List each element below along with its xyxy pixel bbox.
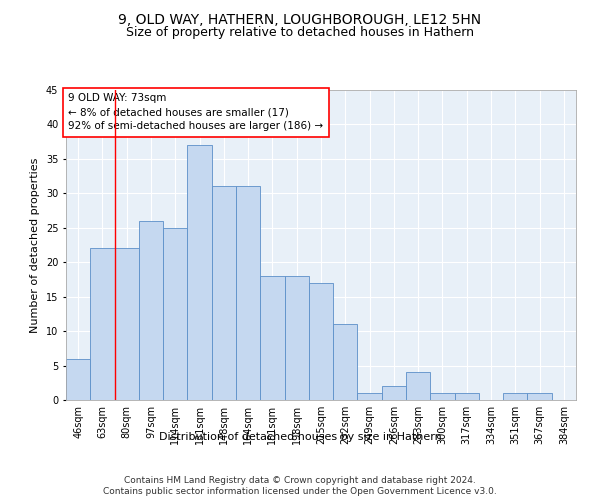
Bar — [309, 283, 333, 400]
Bar — [260, 276, 284, 400]
Bar — [430, 393, 455, 400]
Bar — [212, 186, 236, 400]
Bar — [284, 276, 309, 400]
Text: 9, OLD WAY, HATHERN, LOUGHBOROUGH, LE12 5HN: 9, OLD WAY, HATHERN, LOUGHBOROUGH, LE12 … — [118, 12, 482, 26]
Y-axis label: Number of detached properties: Number of detached properties — [31, 158, 40, 332]
Bar — [333, 324, 358, 400]
Bar — [358, 393, 382, 400]
Text: Size of property relative to detached houses in Hathern: Size of property relative to detached ho… — [126, 26, 474, 39]
Bar — [139, 221, 163, 400]
Bar — [382, 386, 406, 400]
Bar — [163, 228, 187, 400]
Bar — [66, 358, 90, 400]
Bar — [236, 186, 260, 400]
Text: Contains HM Land Registry data © Crown copyright and database right 2024.: Contains HM Land Registry data © Crown c… — [124, 476, 476, 485]
Bar — [115, 248, 139, 400]
Bar — [90, 248, 115, 400]
Bar — [406, 372, 430, 400]
Bar — [455, 393, 479, 400]
Bar — [527, 393, 552, 400]
Bar — [187, 145, 212, 400]
Text: Distribution of detached houses by size in Hathern: Distribution of detached houses by size … — [158, 432, 442, 442]
Text: Contains public sector information licensed under the Open Government Licence v3: Contains public sector information licen… — [103, 488, 497, 496]
Bar — [503, 393, 527, 400]
Text: 9 OLD WAY: 73sqm
← 8% of detached houses are smaller (17)
92% of semi-detached h: 9 OLD WAY: 73sqm ← 8% of detached houses… — [68, 94, 323, 132]
